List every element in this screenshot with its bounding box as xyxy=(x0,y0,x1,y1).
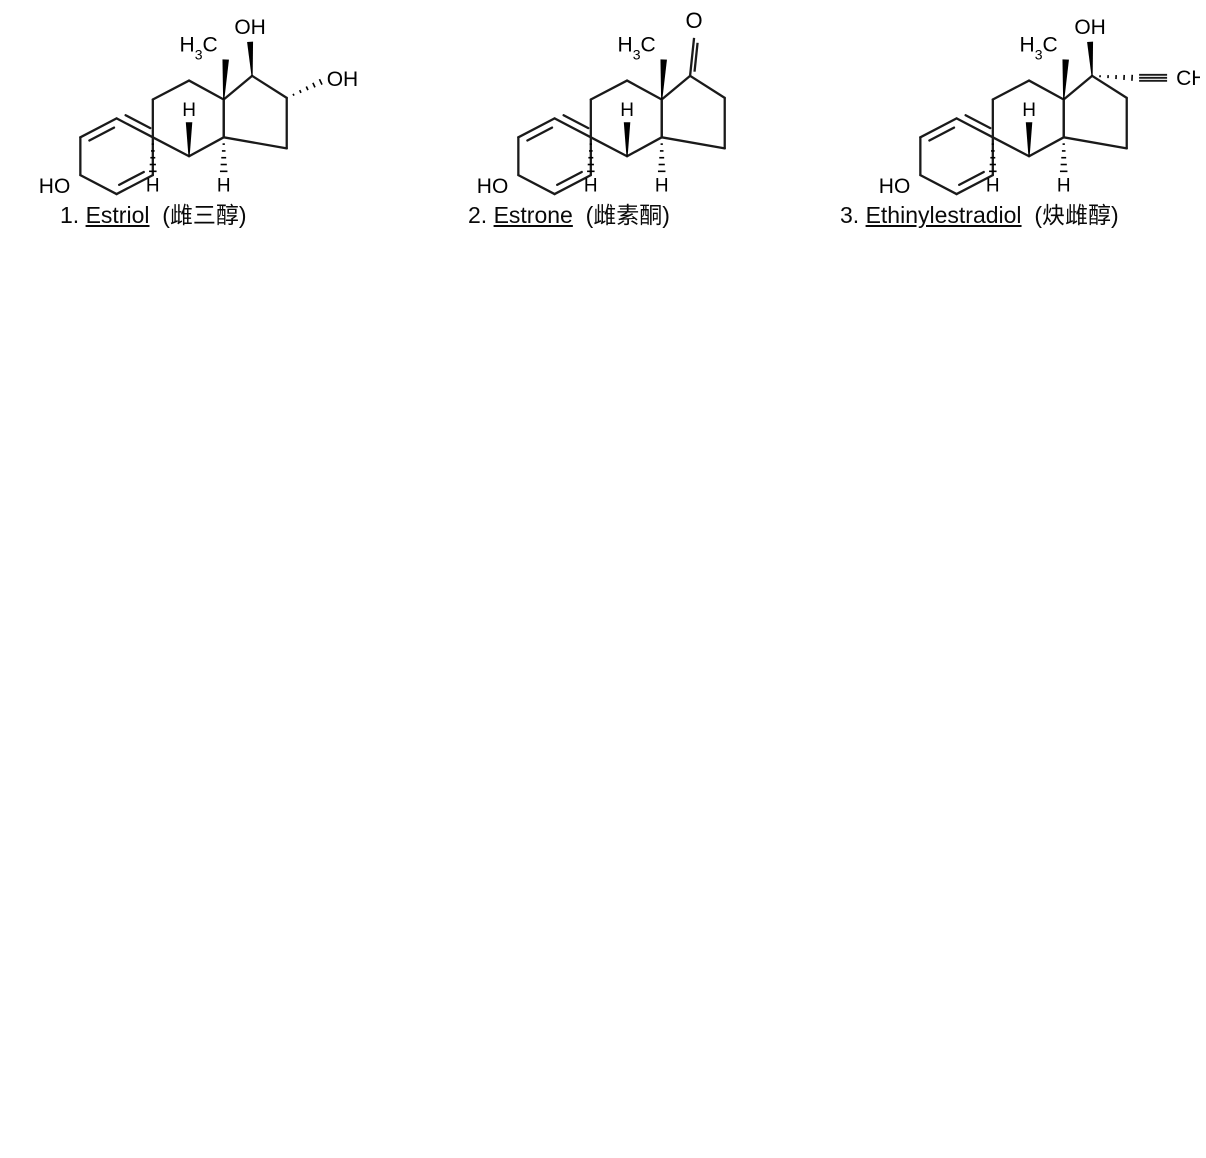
svg-text:OH: OH xyxy=(234,16,266,39)
svg-text:H3C: H3C xyxy=(180,34,218,63)
svg-text:OH: OH xyxy=(1074,16,1106,39)
svg-text:H: H xyxy=(584,175,598,196)
svg-text:H: H xyxy=(655,175,669,196)
svg-text:HO: HO xyxy=(39,175,71,197)
svg-text:H3C: H3C xyxy=(1020,34,1058,63)
svg-text:H: H xyxy=(182,100,196,121)
svg-text:H3C: H3C xyxy=(618,34,656,63)
svg-text:HO: HO xyxy=(879,175,911,197)
svg-text:OH: OH xyxy=(327,68,359,91)
svg-text:H: H xyxy=(620,100,634,121)
svg-text:H: H xyxy=(1057,175,1071,196)
svg-text:H: H xyxy=(986,175,1000,196)
svg-text:H: H xyxy=(1022,100,1036,121)
svg-text:CH: CH xyxy=(1176,67,1200,90)
svg-text:HO: HO xyxy=(477,175,509,197)
svg-text:O: O xyxy=(686,8,703,33)
svg-text:H: H xyxy=(217,175,231,196)
svg-text:H: H xyxy=(146,175,160,196)
